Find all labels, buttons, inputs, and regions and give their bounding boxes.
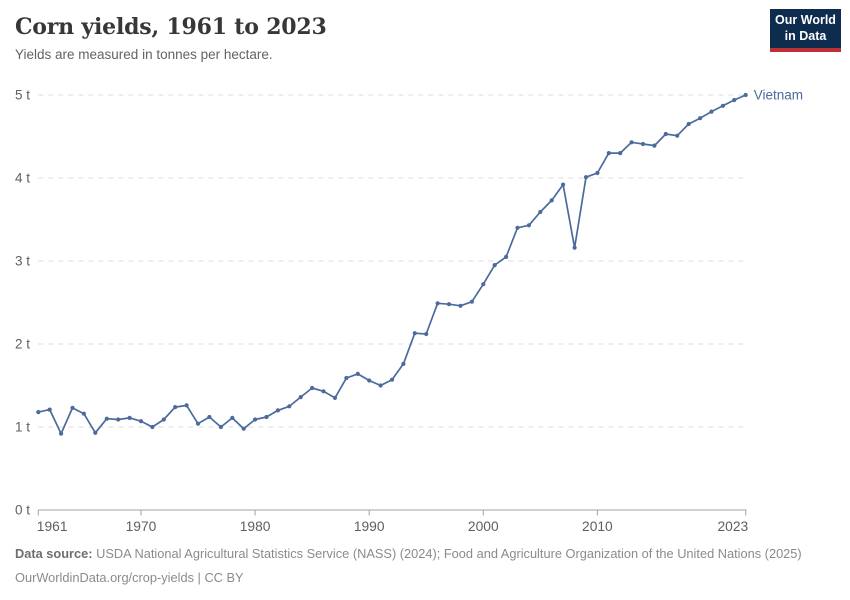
data-point[interactable] bbox=[675, 133, 680, 138]
x-tick-label: 1990 bbox=[354, 519, 385, 534]
x-tick-label: 1980 bbox=[240, 519, 271, 534]
data-point[interactable] bbox=[47, 407, 52, 412]
owid-logo-line1: Our World bbox=[775, 13, 836, 28]
data-point[interactable] bbox=[241, 426, 246, 431]
data-point[interactable] bbox=[698, 116, 703, 121]
license-link[interactable]: CC BY bbox=[204, 569, 244, 585]
data-point[interactable] bbox=[561, 182, 566, 187]
data-point[interactable] bbox=[583, 175, 589, 180]
y-tick-label: 1 t bbox=[15, 420, 30, 435]
data-point[interactable] bbox=[127, 415, 132, 420]
data-point[interactable] bbox=[469, 299, 474, 304]
data-point[interactable] bbox=[207, 414, 212, 420]
data-point[interactable] bbox=[492, 263, 497, 268]
x-tick-label: 1961 bbox=[37, 519, 68, 534]
data-point[interactable] bbox=[720, 103, 726, 108]
data-point[interactable] bbox=[138, 419, 144, 424]
chart-header: Corn yields, 1961 to 2023 Yields are mea… bbox=[15, 14, 327, 62]
y-tick-label: 5 t bbox=[15, 88, 30, 103]
data-point[interactable] bbox=[184, 403, 189, 408]
data-point[interactable] bbox=[367, 378, 372, 383]
data-point[interactable] bbox=[70, 405, 75, 410]
data-point[interactable] bbox=[412, 331, 417, 336]
entity-label[interactable]: Vietnam bbox=[754, 88, 803, 103]
x-tick-label: 1970 bbox=[126, 519, 157, 534]
chart-subtitle: Yields are measured in tonnes per hectar… bbox=[15, 47, 273, 62]
data-point[interactable] bbox=[264, 414, 269, 420]
y-tick-label: 0 t bbox=[15, 503, 30, 518]
x-tick-label: 2000 bbox=[468, 519, 499, 534]
data-point[interactable] bbox=[663, 131, 668, 137]
data-point[interactable] bbox=[275, 408, 280, 413]
data-point[interactable] bbox=[93, 430, 98, 435]
y-axis-labels: 0 t 1 t 2 t 3 t 4 t 5 t bbox=[15, 88, 30, 518]
data-point[interactable] bbox=[435, 301, 440, 306]
data-source-text: USDA National Agricultural Statistics Se… bbox=[92, 546, 802, 561]
data-point[interactable] bbox=[116, 417, 121, 422]
data-point[interactable] bbox=[606, 151, 611, 156]
data-point[interactable] bbox=[538, 209, 543, 215]
data-point[interactable] bbox=[230, 415, 235, 420]
data-point[interactable] bbox=[595, 170, 600, 176]
data-point[interactable] bbox=[732, 97, 737, 103]
y-gridlines bbox=[38, 94, 748, 428]
attribution-line: OurWorldinData.org/crop-yields | CC BY bbox=[15, 569, 802, 588]
data-point[interactable] bbox=[572, 245, 577, 250]
data-point[interactable] bbox=[481, 282, 486, 287]
data-line[interactable] bbox=[37, 94, 747, 435]
y-tick-label: 3 t bbox=[15, 254, 30, 269]
data-point[interactable] bbox=[81, 411, 86, 416]
data-point[interactable] bbox=[526, 223, 532, 228]
chart-footer: Data source: USDA National Agricultural … bbox=[15, 545, 802, 592]
data-point[interactable] bbox=[253, 417, 258, 422]
data-point[interactable] bbox=[344, 375, 349, 381]
x-tick-label: 2023 bbox=[717, 519, 748, 534]
data-point[interactable] bbox=[549, 198, 554, 203]
x-axis bbox=[37, 509, 747, 516]
data-point[interactable] bbox=[709, 109, 714, 114]
data-point[interactable] bbox=[446, 302, 452, 307]
data-point[interactable] bbox=[652, 143, 657, 148]
line-chart[interactable]: 0 t 1 t 2 t 3 t 4 t 5 t 1961 1970 1980 1990 2000 20… bbox=[0, 0, 850, 542]
data-point[interactable] bbox=[298, 395, 303, 400]
x-axis-labels: 1961 1970 1980 1990 2000 2010 2023 bbox=[37, 519, 749, 534]
owid-logo-line2: in Data bbox=[784, 28, 827, 43]
page-title: Corn yields, 1961 to 2023 bbox=[15, 14, 327, 40]
data-point[interactable] bbox=[389, 377, 395, 382]
y-tick-label: 4 t bbox=[15, 171, 30, 186]
data-point[interactable] bbox=[332, 395, 338, 400]
owid-logo[interactable]: Our World in Data bbox=[770, 9, 841, 52]
data-point[interactable] bbox=[686, 121, 691, 127]
data-point[interactable] bbox=[161, 417, 166, 422]
separator: | bbox=[194, 569, 205, 585]
y-tick-label: 2 t bbox=[15, 337, 30, 352]
data-point[interactable] bbox=[150, 424, 155, 430]
data-link[interactable]: OurWorldinData.org/crop-yields bbox=[15, 569, 194, 585]
data-point[interactable] bbox=[504, 254, 509, 259]
data-points bbox=[36, 92, 748, 436]
data-point[interactable] bbox=[458, 303, 463, 308]
data-point[interactable] bbox=[378, 383, 383, 388]
data-point[interactable] bbox=[310, 385, 315, 391]
data-point[interactable] bbox=[104, 416, 109, 421]
data-point[interactable] bbox=[640, 141, 646, 147]
data-source-label: Data source: bbox=[15, 546, 93, 561]
data-point[interactable] bbox=[629, 140, 634, 145]
data-point[interactable] bbox=[173, 405, 178, 410]
data-point[interactable] bbox=[515, 225, 520, 230]
data-point[interactable] bbox=[743, 92, 748, 98]
data-point[interactable] bbox=[218, 424, 223, 430]
data-point[interactable] bbox=[36, 410, 41, 415]
data-point[interactable] bbox=[287, 404, 292, 409]
data-point[interactable] bbox=[401, 361, 406, 366]
data-point[interactable] bbox=[195, 421, 201, 426]
data-source-line: Data source: USDA National Agricultural … bbox=[15, 545, 802, 564]
x-tick-label: 2010 bbox=[582, 519, 613, 534]
data-point[interactable] bbox=[59, 431, 64, 436]
data-point[interactable] bbox=[355, 371, 360, 376]
data-point[interactable] bbox=[321, 389, 326, 394]
data-point[interactable] bbox=[424, 331, 429, 337]
data-point[interactable] bbox=[618, 151, 623, 156]
